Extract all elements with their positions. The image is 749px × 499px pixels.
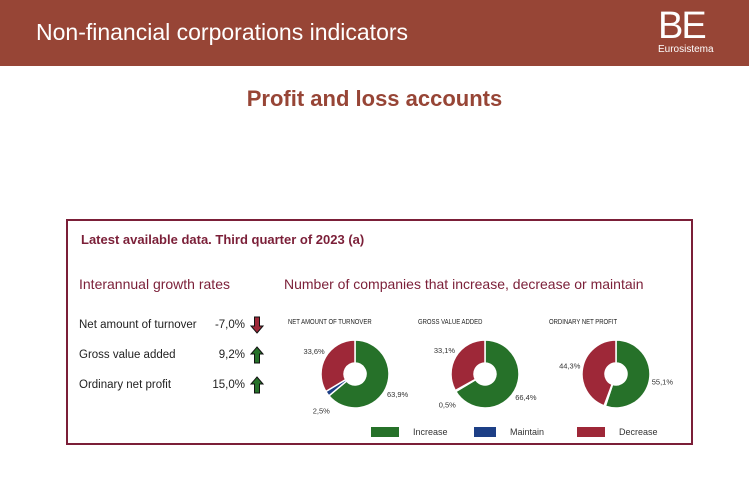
logo: BE Eurosistema xyxy=(658,5,714,55)
slice-label: 33,6% xyxy=(303,347,325,356)
growth-label: Net amount of turnover xyxy=(79,319,197,331)
slice-label: 66,4% xyxy=(515,393,537,402)
legend-swatch xyxy=(474,427,496,437)
growth-value: 9,2% xyxy=(218,349,245,361)
slice-label: 55,1% xyxy=(652,377,674,386)
header: Non-financial corporations indicators BE… xyxy=(0,0,749,66)
legend-label: Decrease xyxy=(619,427,658,437)
slice-decrease xyxy=(450,339,486,392)
companies-subtitle: Number of companies that increase, decre… xyxy=(284,276,644,292)
chart-title: GROSS VALUE ADDED xyxy=(418,319,483,326)
slice-increase xyxy=(454,339,520,409)
slice-decrease xyxy=(320,339,356,393)
legend-decrease: Decrease xyxy=(577,427,658,437)
arrow-up-icon xyxy=(250,376,264,394)
logo-mark: BE xyxy=(658,5,707,47)
legend-label: Maintain xyxy=(510,427,545,437)
growth-value: 15,0% xyxy=(212,379,245,391)
slice-label: 33,1% xyxy=(434,346,456,355)
growth-value: -7,0% xyxy=(214,319,245,331)
arrow-down-icon xyxy=(250,316,264,334)
growth-row: Ordinary net profit 15,0% xyxy=(79,376,269,394)
legend-swatch xyxy=(371,427,399,437)
growth-label: Ordinary net profit xyxy=(79,379,172,391)
donut-chart: NET AMOUNT OF TURNOVER 63,9% 2,5% 33,6% xyxy=(288,319,418,419)
growth-row: Net amount of turnover -7,0% xyxy=(79,316,269,334)
slice-label: 2,5% xyxy=(313,406,330,415)
slice-label: 0,5% xyxy=(439,401,456,410)
legend-maintain: Maintain xyxy=(474,427,544,437)
page-title: Profit and loss accounts xyxy=(246,86,503,111)
growth-row: Gross value added 9,2% xyxy=(79,346,269,364)
header-title: Non-financial corporations indicators xyxy=(36,19,409,45)
slice-label: 63,9% xyxy=(387,390,409,399)
donut-chart: GROSS VALUE ADDED 66,4% 0,5% 33,1% xyxy=(418,319,548,419)
panel-title: Latest available data. Third quarter of … xyxy=(81,232,365,247)
chart-title: ORDINARY NET PROFIT xyxy=(549,319,618,326)
chart-title: NET AMOUNT OF TURNOVER xyxy=(288,319,372,326)
slice-decrease xyxy=(581,339,617,407)
legend-label: Increase xyxy=(413,427,448,437)
slice-increase xyxy=(327,339,390,409)
latest-data-panel: Latest available data. Third quarter of … xyxy=(66,219,693,445)
slice-label: 44,3% xyxy=(559,362,581,371)
legend-increase: Increase xyxy=(371,427,448,437)
arrow-up-icon xyxy=(250,346,264,364)
growth-label: Gross value added xyxy=(79,349,176,361)
logo-subtitle: Eurosistema xyxy=(658,44,714,55)
growth-subtitle: Interannual growth rates xyxy=(79,276,230,292)
legend-swatch xyxy=(577,427,605,437)
